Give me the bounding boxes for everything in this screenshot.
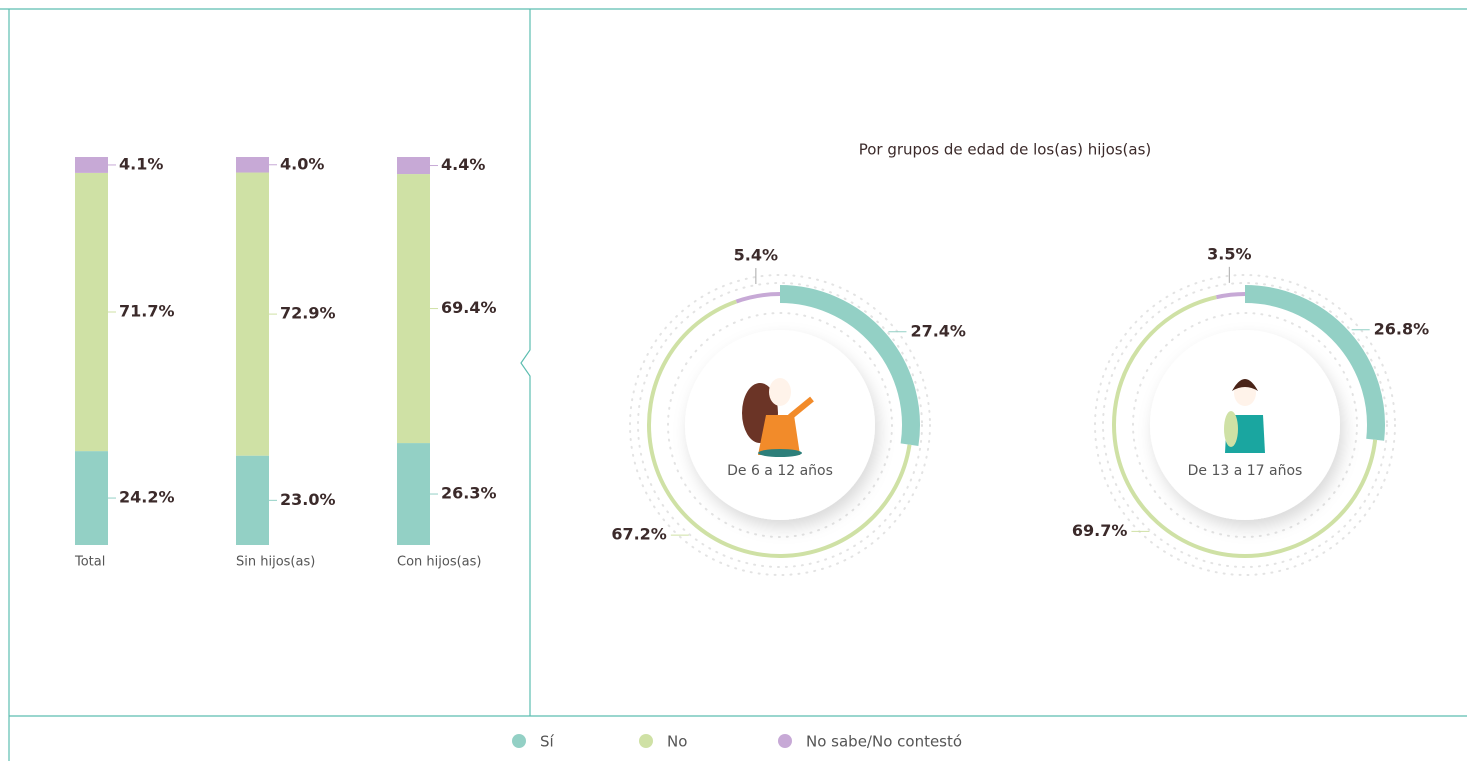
dotted-ring — [629, 274, 931, 576]
illustration — [1224, 411, 1238, 447]
bar-segment — [397, 174, 430, 444]
illustration — [788, 396, 814, 420]
value-label: 27.4% — [910, 321, 966, 340]
donut-segment — [735, 292, 781, 304]
value-label: 26.3% — [441, 484, 497, 503]
bar-segment — [397, 443, 430, 545]
donut-segment — [779, 285, 920, 447]
bar-segment — [75, 451, 108, 545]
value-label: 4.0% — [280, 154, 324, 173]
legend-swatch — [512, 734, 526, 748]
legend-label: No sabe/No contestó — [806, 733, 962, 751]
value-label: 72.9% — [280, 304, 336, 323]
value-label: 4.4% — [441, 155, 485, 174]
bar-segment — [236, 172, 269, 456]
donut-segment — [647, 299, 912, 558]
illustration — [758, 449, 802, 457]
dotted-ring — [667, 312, 893, 538]
bar-segment — [236, 455, 269, 545]
frame — [0, 8, 1467, 761]
value-label: 5.4% — [734, 246, 778, 265]
value-label: 69.4% — [441, 298, 497, 317]
value-label: 67.2% — [611, 525, 667, 544]
donut: 26.8% 69.7% 3.5% De 13 a 17 años — [1072, 244, 1430, 576]
category-label: Total — [74, 555, 105, 570]
value-label: 4.1% — [119, 154, 163, 173]
category-label: Con hijos(as) — [397, 555, 481, 570]
value-label: 23.0% — [280, 490, 336, 509]
value-label: 24.2% — [119, 488, 175, 507]
donut-segment — [1215, 292, 1246, 300]
legend-label: No — [667, 733, 687, 751]
value-label: 26.8% — [1374, 319, 1430, 338]
donut-segment — [1244, 285, 1385, 441]
illustration — [758, 415, 800, 455]
legend-swatch — [778, 734, 792, 748]
dotted-ring — [1094, 274, 1396, 576]
legend-swatch — [639, 734, 653, 748]
legend-label: Sí — [540, 733, 555, 751]
dotted-ring — [637, 282, 923, 568]
donut-label: De 13 a 17 años — [1188, 463, 1303, 479]
donut-label: De 6 a 12 años — [727, 463, 833, 479]
value-label: 71.7% — [119, 302, 175, 321]
category-label: Sin hijos(as) — [236, 555, 315, 570]
illustration — [1232, 379, 1258, 391]
bar-segment — [236, 157, 269, 173]
donut: 27.4% 67.2% 5.4% De 6 a 12 años — [611, 246, 966, 576]
bar-segment — [397, 157, 430, 175]
dotted-ring — [1102, 282, 1388, 568]
value-label: 69.7% — [1072, 521, 1128, 540]
panel-title: Por grupos de edad de los(as) hijos(as) — [859, 141, 1152, 159]
donut-segment — [1112, 295, 1378, 558]
illustration — [769, 378, 791, 406]
bar-segment — [75, 172, 108, 452]
value-label: 3.5% — [1207, 244, 1251, 263]
dotted-ring — [1132, 312, 1358, 538]
bar-segment — [75, 157, 108, 173]
